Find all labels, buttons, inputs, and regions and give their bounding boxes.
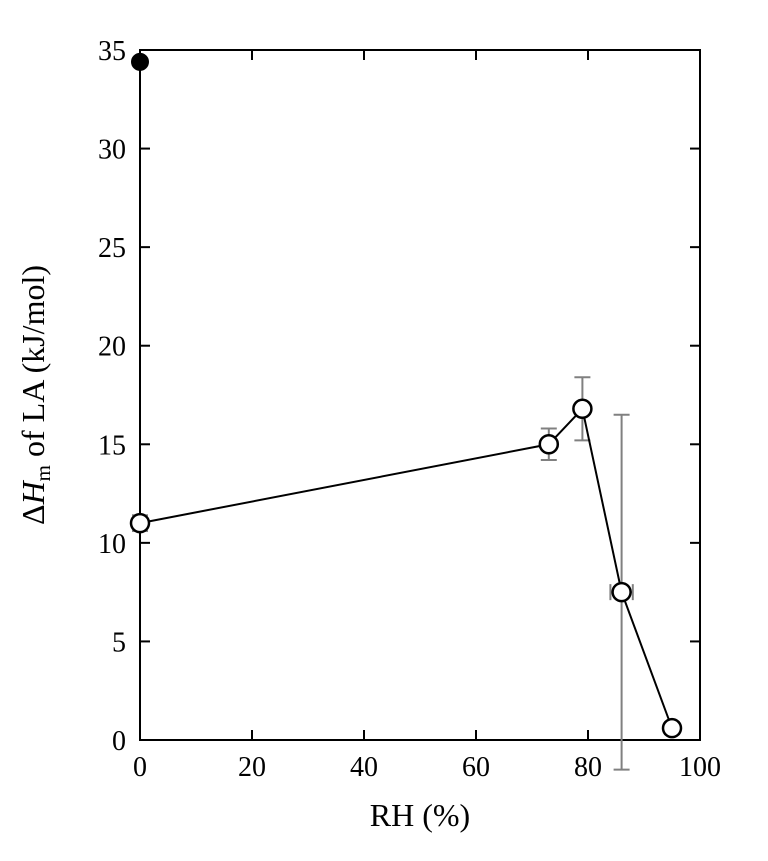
chart-container: 0 20 40 60 80 100 0 5 10 15 20 25 30 35 RH (%) ΔHm of L… (0, 0, 768, 861)
chart-svg: 0 20 40 60 80 100 0 5 10 15 20 25 30 35 RH (%) ΔHm of L… (0, 0, 768, 861)
svg-text:30: 30 (98, 135, 126, 166)
x-axis-label: RH (%) (370, 797, 470, 833)
svg-text:5: 5 (112, 627, 126, 658)
svg-text:10: 10 (98, 529, 126, 560)
svg-text:20: 20 (98, 332, 126, 363)
data-point-open (573, 400, 591, 418)
svg-text:100: 100 (679, 752, 721, 783)
svg-text:40: 40 (350, 752, 378, 783)
svg-text:20: 20 (238, 752, 266, 783)
svg-text:25: 25 (98, 233, 126, 264)
data-point-open (663, 719, 681, 737)
svg-text:15: 15 (98, 430, 126, 461)
data-point-open (131, 514, 149, 532)
y-axis-label: ΔHm of LA (kJ/mol) (15, 265, 55, 525)
svg-text:60: 60 (462, 752, 490, 783)
data-point-filled (132, 54, 148, 70)
data-point-open (540, 435, 558, 453)
svg-text:0: 0 (112, 726, 126, 757)
svg-text:80: 80 (574, 752, 602, 783)
svg-text:35: 35 (98, 36, 126, 67)
svg-text:0: 0 (133, 752, 147, 783)
data-point-open (613, 583, 631, 601)
